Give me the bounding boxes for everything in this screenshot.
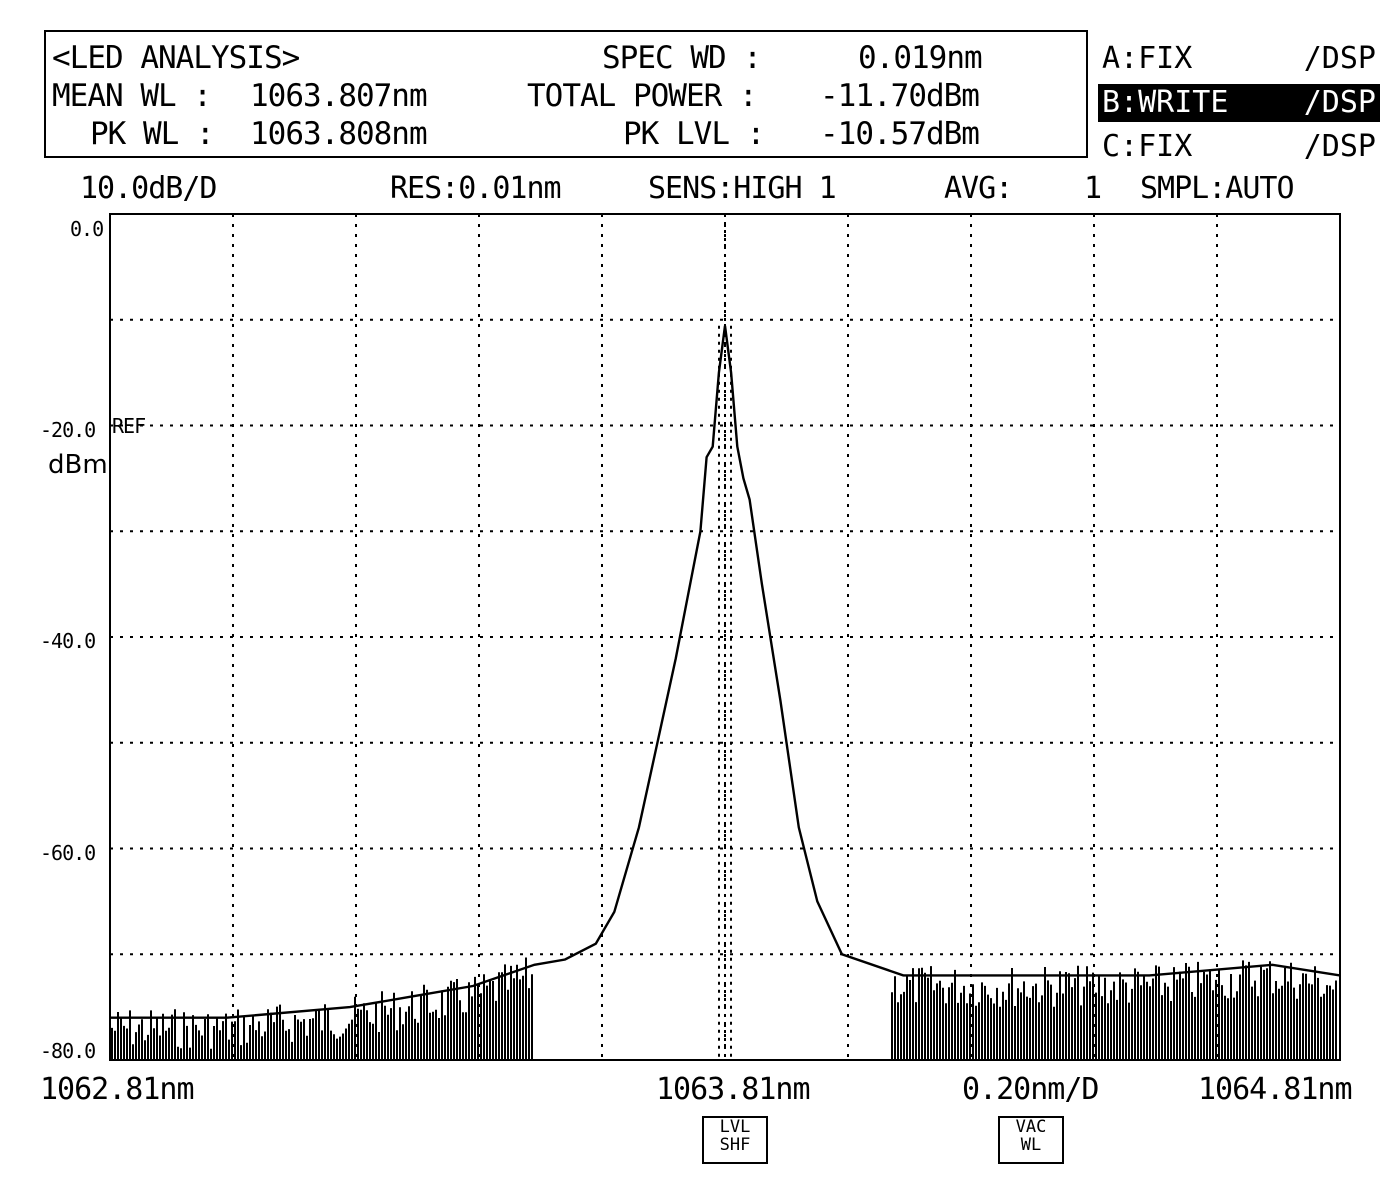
total-power-value: -11.70dBm — [820, 78, 980, 114]
trace-row[interactable]: A:FIX/DSP — [1098, 40, 1380, 78]
spec-wd-value: 0.019nm — [858, 40, 983, 76]
ref-label: REF — [112, 414, 146, 438]
scale-readout: 10.0dB/D — [80, 171, 217, 206]
sampling-readout: SMPL:AUTO — [1140, 171, 1295, 206]
xtick-label: 1064.81nm — [1198, 1072, 1353, 1107]
average-value: 1 — [1084, 171, 1102, 206]
sensitivity-readout: SENS:HIGH 1 — [648, 171, 837, 206]
analysis-title: <LED ANALYSIS> — [52, 40, 300, 76]
level-shift-softkey[interactable]: LVL SHF — [702, 1116, 768, 1164]
trace-row[interactable]: B:WRITE/DSP — [1098, 84, 1380, 122]
trace-mode: /DSP — [1303, 41, 1376, 76]
ytick-label: -40.0 — [40, 629, 96, 653]
vacuum-wavelength-softkey[interactable]: VAC WL — [998, 1116, 1064, 1164]
ytick-label: -20.0 — [40, 418, 96, 442]
ytick-label: 0.0 — [70, 217, 104, 241]
softkey-label: VAC — [1015, 1117, 1047, 1137]
pk-wl-value: 1063.808nm — [250, 116, 428, 152]
pk-wl-label: PK WL : — [90, 116, 215, 152]
x-division-readout: 0.20nm/D — [962, 1072, 1099, 1107]
analysis-panel — [44, 30, 1088, 158]
softkey-label: LVL — [719, 1117, 751, 1137]
softkey-label: WL — [1020, 1135, 1042, 1155]
mean-wl-value: 1063.807nm — [250, 78, 428, 114]
trace-name: C:FIX — [1102, 129, 1193, 164]
trace-mode: /DSP — [1303, 85, 1376, 120]
spec-wd-label: SPEC WD : — [602, 40, 762, 76]
trace-name: B:WRITE — [1102, 85, 1229, 120]
trace-name: A:FIX — [1102, 41, 1193, 76]
pk-lvl-label: PK LVL : — [623, 116, 765, 152]
xtick-label: 1063.81nm — [656, 1072, 811, 1107]
softkey-label: SHF — [719, 1135, 751, 1155]
ytick-label: -80.0 — [40, 1039, 96, 1063]
spectrum-trace — [110, 325, 1341, 1019]
trace-mode: /DSP — [1303, 129, 1376, 164]
trace-row[interactable]: C:FIX/DSP — [1098, 128, 1380, 166]
y-unit-label: dBm — [48, 450, 108, 480]
total-power-label: TOTAL POWER : — [527, 78, 758, 114]
ytick-label: -60.0 — [40, 841, 96, 865]
mean-wl-label: MEAN WL : — [52, 78, 212, 114]
noise-floor — [111, 957, 1337, 1060]
pk-lvl-value: -10.57dBm — [820, 116, 980, 152]
xtick-label: 1062.81nm — [40, 1072, 195, 1107]
average-label: AVG: — [944, 171, 1013, 206]
resolution-readout: RES:0.01nm — [390, 171, 562, 206]
